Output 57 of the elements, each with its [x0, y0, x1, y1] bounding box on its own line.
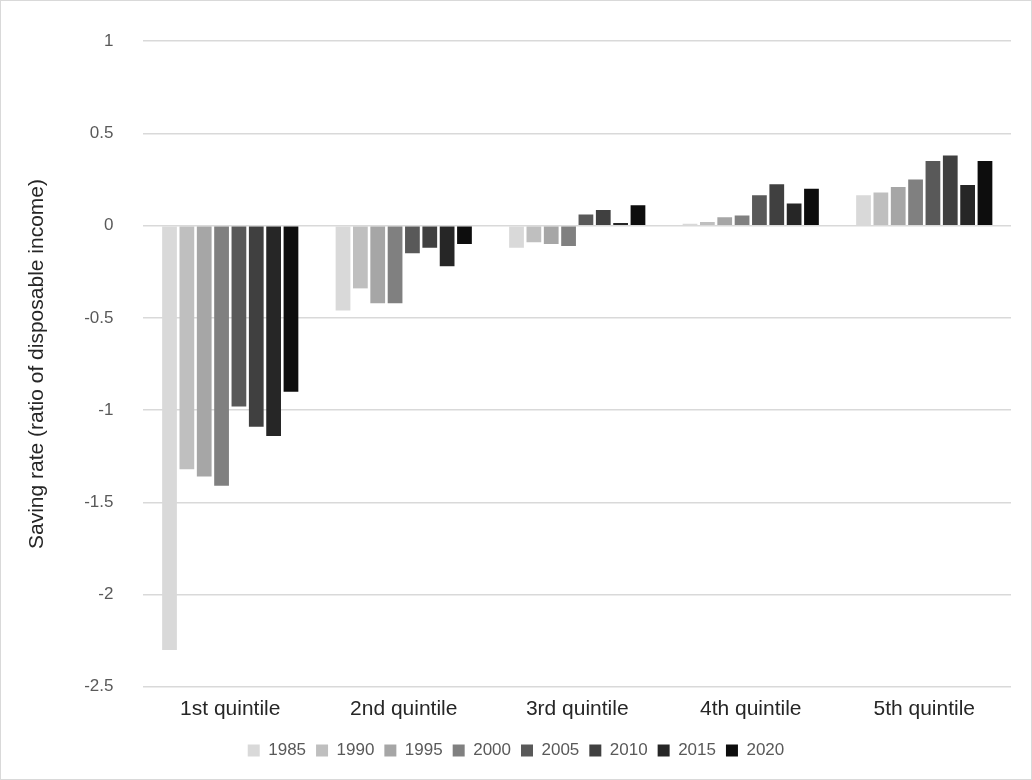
bar: [405, 226, 420, 254]
y-tick-label: -1: [98, 399, 114, 419]
bar: [457, 226, 472, 245]
legend-label: 2005: [541, 740, 580, 760]
legend-label: 2020: [746, 740, 785, 760]
legend-label: 1990: [336, 740, 375, 760]
y-tick-label: -2.5: [84, 676, 114, 696]
bar: [578, 214, 594, 225]
legend-label: 2000: [473, 740, 512, 760]
legend-label: 1995: [404, 740, 443, 760]
bar: [630, 205, 646, 225]
bar: [214, 226, 229, 486]
bar: [196, 226, 212, 477]
bar: [908, 179, 923, 225]
y-tick-label: -0.5: [84, 307, 114, 327]
x-tick-label: 4th quintile: [699, 696, 802, 720]
bar: [422, 226, 438, 248]
bar: [734, 215, 750, 225]
y-tick-label: 1: [104, 30, 114, 50]
x-tick-label: 1st quintile: [180, 696, 281, 720]
legend-label: 2015: [678, 740, 716, 760]
y-tick-label: 0: [104, 215, 114, 235]
bar: [769, 184, 785, 225]
legend-label: 1985: [268, 740, 307, 760]
bar: [942, 155, 958, 225]
bar: [925, 161, 941, 225]
y-tick-label: 0.5: [89, 123, 114, 143]
x-tick-label: 2nd quintile: [350, 696, 458, 720]
bar: [248, 226, 264, 427]
bar: [613, 222, 628, 225]
bar: [370, 226, 386, 304]
bar: [543, 226, 559, 245]
y-axis-title: Saving rate (ratio of disposable income): [24, 178, 48, 550]
bar: [595, 209, 611, 225]
y-tick-label: -1.5: [84, 492, 114, 512]
x-tick-label: 3rd quintile: [525, 696, 629, 720]
bar: [960, 185, 975, 225]
bar: [804, 188, 819, 225]
y-tick-label: -2: [98, 584, 114, 604]
bar: [752, 195, 767, 225]
bar: [977, 161, 993, 225]
bar: [561, 226, 576, 246]
bar: [387, 226, 403, 304]
bar: [873, 192, 889, 225]
legend-label: 2010: [609, 740, 648, 760]
bar: [283, 226, 299, 392]
bar: [717, 217, 733, 225]
bar: [439, 226, 455, 267]
bar: [786, 203, 802, 225]
bar: [353, 226, 368, 289]
bar: [890, 186, 906, 225]
bar: [179, 226, 195, 470]
bar: [526, 226, 542, 243]
bar: [266, 226, 281, 436]
x-tick-label: 5th quintile: [873, 696, 976, 720]
bar: [231, 226, 247, 407]
bar: [700, 221, 715, 225]
